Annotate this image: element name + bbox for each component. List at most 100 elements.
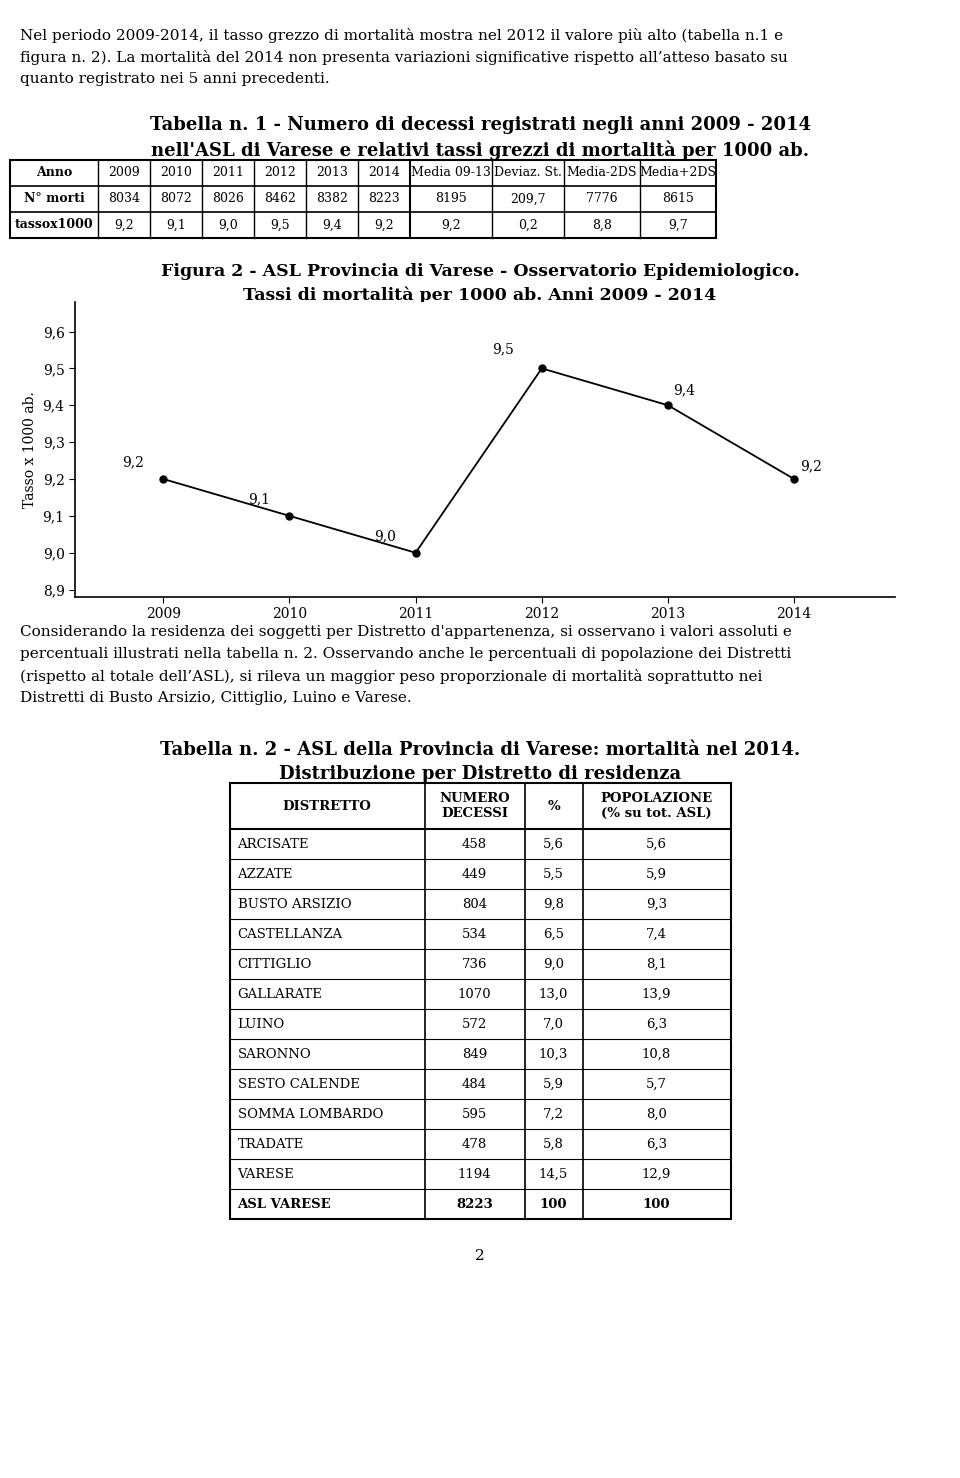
Text: %: % [547, 800, 560, 813]
Text: 9,2: 9,2 [442, 219, 461, 232]
Text: 8223: 8223 [368, 192, 400, 205]
Text: Anno: Anno [36, 167, 72, 179]
Text: 736: 736 [462, 958, 488, 971]
Text: 6,5: 6,5 [543, 928, 564, 940]
Text: 100: 100 [540, 1197, 567, 1210]
Text: 849: 849 [462, 1048, 487, 1061]
Text: 478: 478 [462, 1138, 487, 1150]
Text: 5,6: 5,6 [543, 838, 564, 850]
Text: 7776: 7776 [587, 192, 618, 205]
Text: 2011: 2011 [212, 167, 244, 179]
Text: ARCISATE: ARCISATE [237, 838, 309, 850]
Text: nell'ASL di Varese e relativi tassi grezzi di mortalità per 1000 ab.: nell'ASL di Varese e relativi tassi grez… [151, 140, 809, 160]
Text: POPOLAZIONE
(% su tot. ASL): POPOLAZIONE (% su tot. ASL) [600, 792, 712, 820]
Text: 595: 595 [462, 1107, 487, 1120]
Text: 2013: 2013 [316, 167, 348, 179]
Text: Media 09-13: Media 09-13 [411, 167, 491, 179]
Text: 5,6: 5,6 [646, 838, 667, 850]
Text: 484: 484 [462, 1077, 487, 1091]
Text: NUMERO
DECESSI: NUMERO DECESSI [439, 792, 510, 820]
Text: 2009: 2009 [108, 167, 140, 179]
Text: 6,3: 6,3 [646, 1017, 667, 1030]
Bar [10, 160, 716, 238]
Text: tassox1000: tassox1000 [14, 219, 93, 232]
Text: 1070: 1070 [458, 987, 492, 1001]
Text: LUINO: LUINO [237, 1017, 285, 1030]
Text: 5,9: 5,9 [543, 1077, 564, 1091]
Text: 9,1: 9,1 [248, 492, 270, 507]
Text: 12,9: 12,9 [642, 1168, 671, 1181]
Text: DISTRETTO: DISTRETTO [282, 800, 372, 813]
Text: 8382: 8382 [316, 192, 348, 205]
Text: Nel periodo 2009-2014, il tasso grezzo di mortalità mostra nel 2012 il valore pi: Nel periodo 2009-2014, il tasso grezzo d… [20, 28, 783, 43]
Text: 9,2: 9,2 [800, 460, 822, 473]
Text: Distretti di Busto Arsizio, Cittiglio, Luino e Varese.: Distretti di Busto Arsizio, Cittiglio, L… [20, 692, 412, 705]
Text: 9,0: 9,0 [218, 219, 238, 232]
Text: 5,7: 5,7 [646, 1077, 667, 1091]
Text: Tassi di mortalità per 1000 ab. Anni 2009 - 2014: Tassi di mortalità per 1000 ab. Anni 200… [244, 287, 716, 303]
Text: TRADATE: TRADATE [237, 1138, 303, 1150]
Text: 2014: 2014 [368, 167, 400, 179]
Text: VARESE: VARESE [237, 1168, 295, 1181]
Text: 8034: 8034 [108, 192, 140, 205]
Text: SESTO CALENDE: SESTO CALENDE [237, 1077, 359, 1091]
Text: Considerando la residenza dei soggetti per Distretto d'appartenenza, si osservan: Considerando la residenza dei soggetti p… [20, 625, 792, 638]
Text: 534: 534 [462, 928, 487, 940]
Y-axis label: Tasso x 1000 ab.: Tasso x 1000 ab. [23, 392, 37, 508]
Text: 9,2: 9,2 [374, 219, 394, 232]
Text: 1194: 1194 [458, 1168, 492, 1181]
Text: 10,3: 10,3 [539, 1048, 568, 1061]
Text: SOMMA LOMBARDO: SOMMA LOMBARDO [237, 1107, 383, 1120]
Text: 804: 804 [462, 897, 487, 910]
Text: 0,2: 0,2 [518, 219, 538, 232]
Text: 10,8: 10,8 [642, 1048, 671, 1061]
Text: 8462: 8462 [264, 192, 296, 205]
Text: 572: 572 [462, 1017, 487, 1030]
Bar [229, 783, 731, 1219]
Text: 9,0: 9,0 [543, 958, 564, 971]
Text: CASTELLANZA: CASTELLANZA [237, 928, 343, 940]
Text: Deviaz. St.: Deviaz. St. [494, 167, 562, 179]
Text: 5,5: 5,5 [543, 868, 564, 881]
Text: 2: 2 [475, 1249, 485, 1264]
Text: GALLARATE: GALLARATE [237, 987, 323, 1001]
Text: 9,8: 9,8 [543, 897, 564, 910]
Text: (rispetto al totale dell’ASL), si rileva un maggior peso proporzionale di mortal: (rispetto al totale dell’ASL), si rileva… [20, 670, 762, 684]
Text: Tabella n. 2 - ASL della Provincia di Varese: mortalità nel 2014.: Tabella n. 2 - ASL della Provincia di Va… [160, 740, 800, 760]
Text: 5,9: 5,9 [646, 868, 667, 881]
Text: 8072: 8072 [160, 192, 192, 205]
Text: 9,3: 9,3 [646, 897, 667, 910]
Text: 9,4: 9,4 [674, 383, 696, 398]
Text: 2010: 2010 [160, 167, 192, 179]
Text: SARONNO: SARONNO [237, 1048, 311, 1061]
Text: 9,5: 9,5 [270, 219, 290, 232]
Text: 9,7: 9,7 [668, 219, 687, 232]
Text: 8223: 8223 [456, 1197, 492, 1210]
Text: BUSTO ARSIZIO: BUSTO ARSIZIO [237, 897, 351, 910]
Text: 7,4: 7,4 [646, 928, 667, 940]
Text: 458: 458 [462, 838, 487, 850]
Text: Distribuzione per Distretto di residenza: Distribuzione per Distretto di residenza [279, 766, 681, 783]
Text: Figura 2 - ASL Provincia di Varese - Osservatorio Epidemiologico.: Figura 2 - ASL Provincia di Varese - Oss… [160, 263, 800, 279]
Text: 9,1: 9,1 [166, 219, 186, 232]
Text: quanto registrato nei 5 anni precedenti.: quanto registrato nei 5 anni precedenti. [20, 72, 329, 86]
Text: ASL VARESE: ASL VARESE [237, 1197, 331, 1210]
Text: 9,5: 9,5 [492, 341, 514, 356]
Text: 8026: 8026 [212, 192, 244, 205]
Text: 9,2: 9,2 [122, 455, 144, 470]
Text: 9,4: 9,4 [323, 219, 342, 232]
Text: figura n. 2). La mortalità del 2014 non presenta variazioni significative rispet: figura n. 2). La mortalità del 2014 non … [20, 50, 788, 65]
Text: 449: 449 [462, 868, 487, 881]
Text: 8615: 8615 [662, 192, 694, 205]
Text: 14,5: 14,5 [539, 1168, 568, 1181]
Text: 13,9: 13,9 [641, 987, 671, 1001]
Text: 7,0: 7,0 [543, 1017, 564, 1030]
Text: 8,8: 8,8 [592, 219, 612, 232]
Text: 8,0: 8,0 [646, 1107, 667, 1120]
Text: 9,2: 9,2 [114, 219, 133, 232]
Text: Media-2DS: Media-2DS [566, 167, 637, 179]
Text: 209,7: 209,7 [511, 192, 545, 205]
Text: N° morti: N° morti [24, 192, 84, 205]
Text: AZZATE: AZZATE [237, 868, 293, 881]
Text: Media+2DS: Media+2DS [639, 167, 716, 179]
